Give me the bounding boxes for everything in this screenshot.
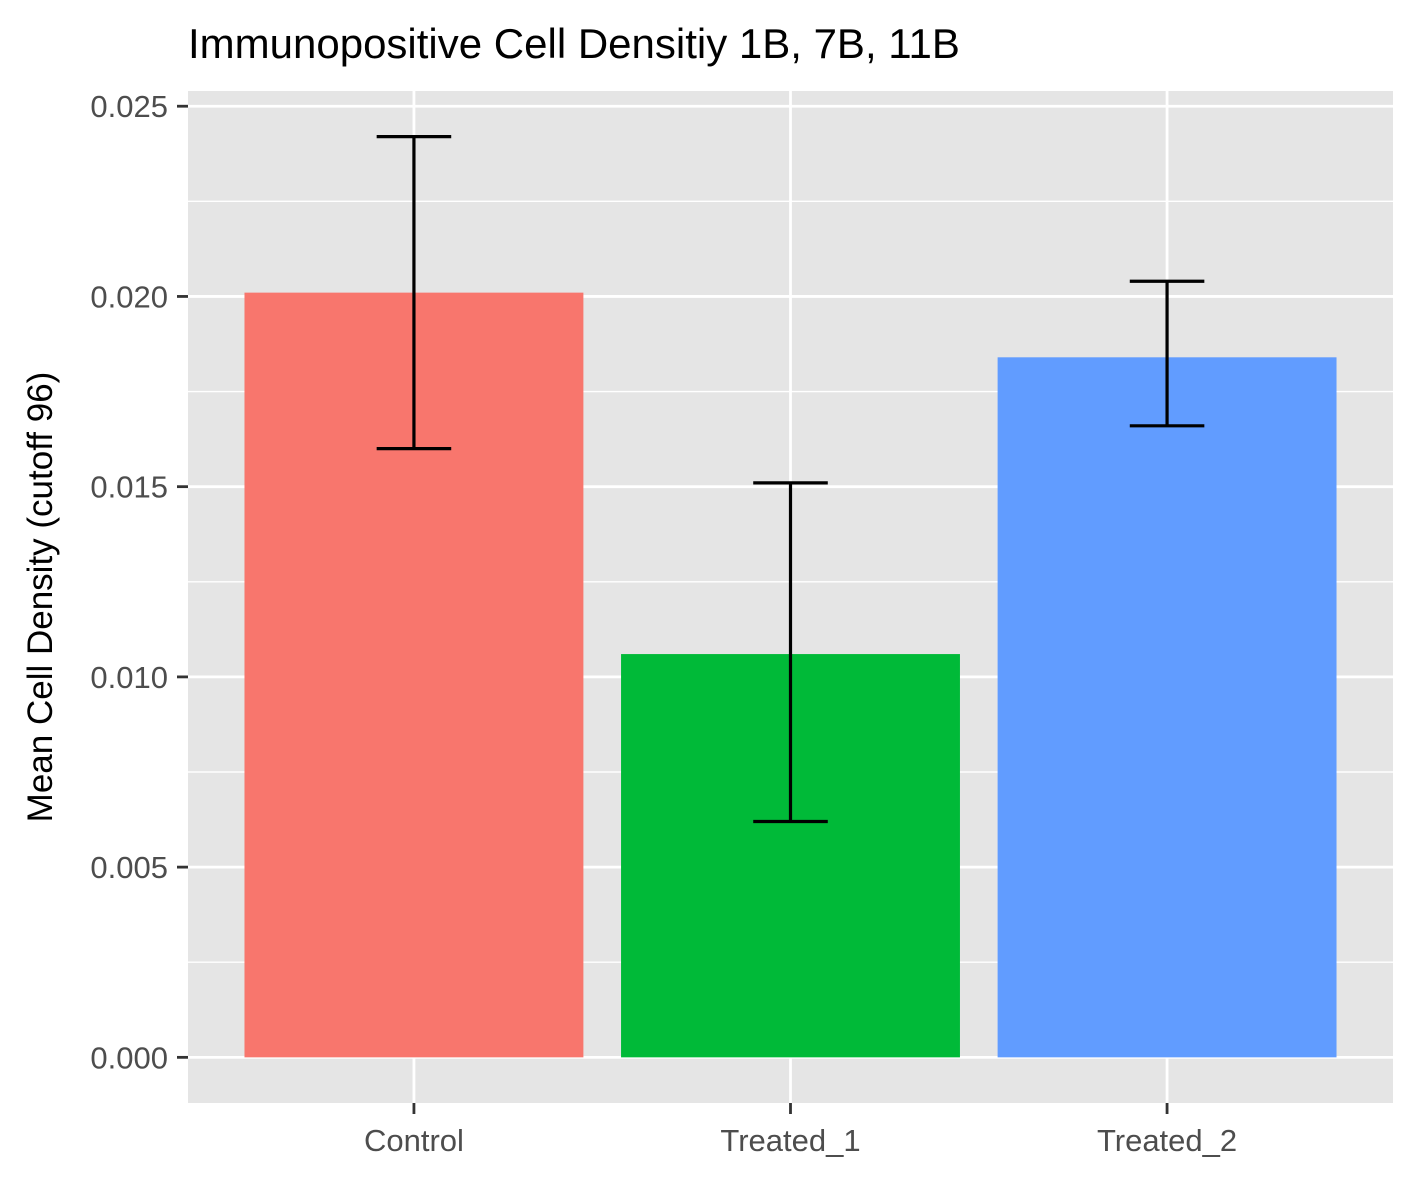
y-axis: 0.000 0.005 0.010 0.015 0.020 0.025 — [90, 89, 188, 1075]
error-bars — [376, 135, 1205, 824]
bar-treated-2 — [997, 357, 1337, 1058]
y-tick-label: 0.025 — [90, 89, 168, 124]
errorbar-treated-1 — [753, 481, 828, 824]
errorbar-control — [376, 135, 452, 451]
y-tick-label: 0.015 — [90, 470, 168, 505]
x-tick-label: Treated_2 — [1097, 1123, 1237, 1158]
y-tick-label: 0.005 — [90, 850, 168, 885]
y-axis-label: Mean Cell Density (cutoff 96) — [21, 372, 60, 823]
y-tick-label: 0.020 — [90, 279, 168, 314]
y-tick-label: 0.010 — [90, 660, 168, 695]
y-tick-label: 0.000 — [90, 1040, 168, 1075]
x-tick-label: Treated_1 — [720, 1123, 860, 1158]
x-tick-label: Control — [364, 1123, 464, 1158]
x-axis: Control Treated_1 Treated_2 — [364, 1103, 1237, 1158]
errorbar-treated-2 — [1129, 279, 1205, 428]
chart-title: Immunopositive Cell Densitiy 1B, 7B, 11B — [188, 20, 960, 67]
